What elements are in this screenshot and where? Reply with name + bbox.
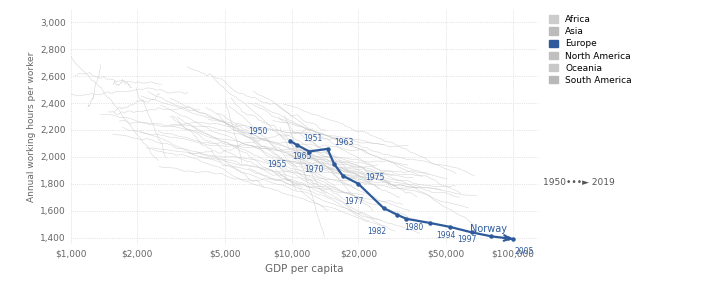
Text: 1980: 1980 [404, 223, 423, 232]
Text: 1975: 1975 [365, 173, 384, 182]
X-axis label: GDP per capita: GDP per capita [266, 264, 343, 274]
Text: 1994: 1994 [437, 231, 456, 240]
Y-axis label: Annual working hours per worker: Annual working hours per worker [27, 52, 36, 202]
Text: 1950: 1950 [249, 127, 268, 136]
Text: 1982: 1982 [367, 227, 387, 236]
Text: 1965: 1965 [292, 152, 312, 162]
Text: 1977: 1977 [345, 197, 364, 206]
Text: 1955: 1955 [268, 160, 287, 169]
Text: Norway: Norway [470, 224, 507, 234]
Text: 1997: 1997 [457, 235, 476, 244]
Text: 1951: 1951 [304, 134, 323, 143]
Text: 1970: 1970 [304, 165, 324, 173]
Text: 2005: 2005 [515, 247, 535, 256]
Text: 1950•••► 2019: 1950•••► 2019 [543, 178, 615, 187]
Legend: Africa, Asia, Europe, North America, Oceania, South America: Africa, Asia, Europe, North America, Oce… [547, 13, 634, 87]
Text: 1963: 1963 [334, 138, 354, 147]
